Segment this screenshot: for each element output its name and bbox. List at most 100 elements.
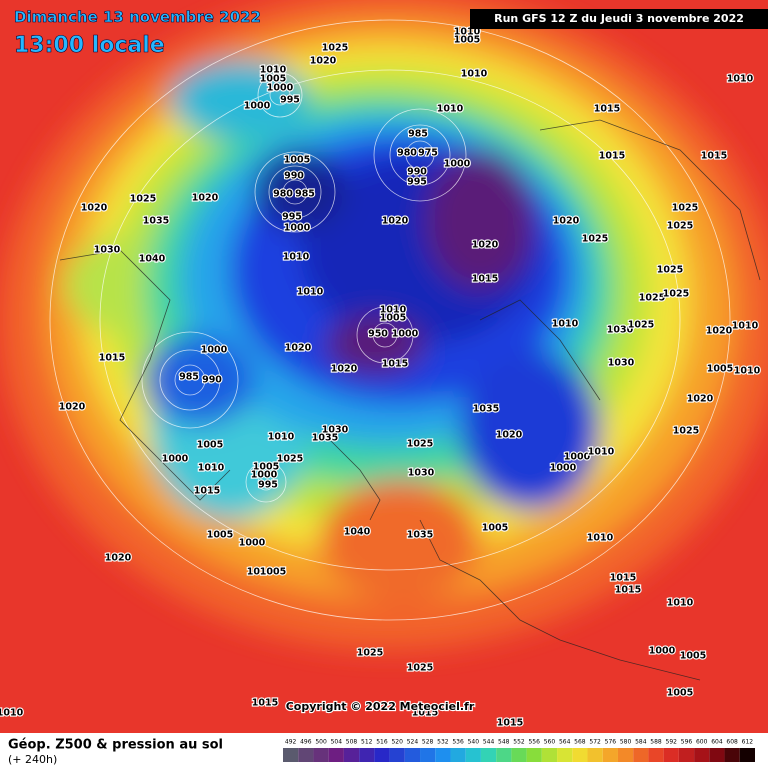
scale-swatch	[648, 748, 664, 762]
isobar-label: 1025	[663, 289, 689, 300]
isobar-label: 1015	[194, 486, 220, 497]
scale-label: 604	[711, 739, 723, 746]
coastlines	[59, 119, 761, 681]
isobar-label: 1010	[260, 65, 287, 76]
isobar-label: 1000	[564, 452, 591, 463]
isobar-label: 1005	[284, 155, 310, 166]
isobar-label: 1005	[260, 567, 286, 578]
isobar-label: 1015	[610, 573, 636, 584]
isobar-label: 1010	[437, 104, 464, 115]
scale-swatch	[617, 748, 634, 762]
run-label: Run GFS 12 Z du Jeudi 3 novembre 2022	[494, 12, 744, 25]
isobar-label: 1025	[667, 221, 693, 232]
scale-swatch	[298, 748, 314, 762]
isobar-label: 1025	[582, 234, 608, 245]
scale-label: 528	[422, 739, 434, 746]
isobar-label: 1000	[649, 646, 676, 657]
isobar-label: 1040	[139, 254, 166, 265]
scale-label: 592	[666, 739, 678, 746]
isobar-label: 1000	[239, 538, 266, 549]
footer-lead: (+ 240h)	[8, 753, 57, 766]
scale-label: 536	[452, 739, 464, 746]
scale-swatch	[389, 748, 405, 762]
scale-swatch	[313, 748, 329, 762]
isobar-label: 1010	[0, 708, 24, 719]
scale-swatch	[374, 748, 390, 762]
scale-label: 600	[696, 739, 708, 746]
isobar-label: 1010	[588, 447, 615, 458]
isobar-label: 1025	[672, 203, 698, 214]
isobar-label: 1015	[615, 585, 641, 596]
isobar-label: 1020	[553, 216, 580, 227]
isobar-label: 1005	[380, 313, 406, 324]
scale-label: 512	[361, 739, 373, 746]
scale-label: 500	[315, 739, 327, 746]
isobar-label: 985	[408, 129, 428, 140]
isobar-label: 1035	[143, 216, 169, 227]
scale-label: 584	[635, 739, 647, 746]
isobar-label: 1030	[94, 245, 121, 256]
isobar-label: 1005	[207, 530, 233, 541]
scale-label: 568	[574, 739, 586, 746]
scale-label: 524	[407, 739, 419, 746]
isobar-label: 1015	[472, 274, 498, 285]
isobar-label: 975	[418, 148, 438, 159]
isobar-label: 995	[282, 212, 302, 223]
scale-label: 580	[620, 739, 632, 746]
scale-swatch	[450, 748, 466, 762]
scale-swatch	[602, 748, 618, 762]
scale-swatch	[343, 748, 360, 762]
isobar-label: 1030	[322, 425, 349, 436]
scale-label: 532	[437, 739, 449, 746]
isobar-label: 1010	[380, 305, 407, 316]
isobar-label: 1010	[734, 366, 761, 377]
isobar-label: 1020	[285, 343, 312, 354]
scale-swatch	[511, 748, 527, 762]
isobar-label: 1010	[268, 432, 295, 443]
isobar-label: 1020	[81, 203, 108, 214]
scale-swatch	[404, 748, 421, 762]
scale-swatch	[724, 748, 740, 762]
scale-label: 560	[544, 739, 556, 746]
isobar-label: 980	[273, 189, 293, 200]
scale-swatch	[541, 748, 558, 762]
isobar-label: 1010	[297, 287, 324, 298]
isobar-label: 1000	[201, 345, 228, 356]
isobar-label: 1015	[701, 151, 727, 162]
scale-swatch	[694, 748, 710, 762]
isobar-label: 1005	[454, 35, 480, 46]
scale-swatch	[587, 748, 603, 762]
isobar-label: 995	[280, 95, 300, 106]
isobar-label: 1020	[59, 402, 86, 413]
isobar-label: 1000	[392, 329, 419, 340]
isobar-label: 985	[295, 189, 315, 200]
isobar-label: 1010	[198, 463, 225, 474]
scale-label: 544	[483, 739, 495, 746]
isobar-label: 1000	[251, 470, 278, 481]
isobar-label: 1005	[680, 651, 706, 662]
isobar-label: 1015	[497, 718, 523, 729]
scale-swatch	[420, 748, 436, 762]
isobar-label: 1020	[472, 240, 499, 251]
isobar-label: 950	[368, 329, 388, 340]
scale-label: 508	[346, 739, 358, 746]
isobar-label: 1035	[312, 433, 338, 444]
scale-label: 520	[391, 739, 403, 746]
date-label: Dimanche 13 novembre 2022	[14, 8, 261, 26]
isobar-label: 980	[397, 148, 417, 159]
isobar-label: 1025	[628, 320, 654, 331]
scale-swatch	[359, 748, 375, 762]
isobar-label: 1015	[599, 151, 625, 162]
scale-label: 540	[468, 739, 480, 746]
isobar-label: 1010	[727, 74, 754, 85]
isobar-label: 990	[407, 167, 427, 178]
scale-label: 608	[726, 739, 738, 746]
scale-label: 596	[681, 739, 693, 746]
scale-swatch	[557, 748, 573, 762]
isobar-label: 1025	[673, 426, 699, 437]
isobar-label: 1010	[552, 319, 579, 330]
isobar-label: 1015	[252, 698, 278, 709]
scale-label: 548	[498, 739, 510, 746]
